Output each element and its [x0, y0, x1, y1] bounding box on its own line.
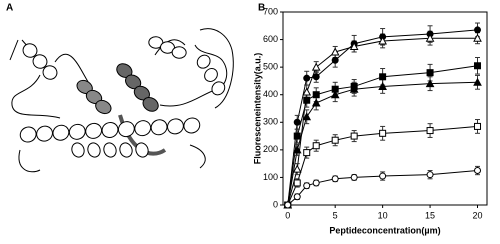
marker: [292, 145, 302, 154]
marker: [378, 36, 387, 45]
marker: [312, 142, 320, 150]
marker: [312, 73, 320, 81]
marker: [379, 172, 387, 180]
marker: [425, 33, 435, 42]
marker: [425, 79, 435, 88]
helix-turn: [150, 119, 168, 136]
marker: [378, 81, 387, 90]
marker: [331, 136, 339, 144]
protein-ribbon: [9, 28, 234, 173]
helix-turn: [117, 121, 135, 138]
x-tick-label: 10: [378, 210, 388, 220]
marker: [331, 56, 339, 64]
helix-turn: [71, 142, 85, 158]
helix-turn: [135, 142, 149, 158]
marker: [293, 193, 301, 201]
helix-turn: [42, 65, 58, 80]
marker: [350, 173, 358, 181]
marker: [379, 73, 387, 81]
helix-turn: [134, 120, 152, 137]
marker: [330, 90, 340, 99]
marker: [303, 182, 311, 190]
marker: [303, 149, 311, 157]
marker: [426, 127, 434, 135]
marker: [473, 77, 482, 86]
marker: [293, 132, 301, 140]
y-axis-title: Fluoresceneintensity(a.u.): [252, 53, 262, 165]
helix-turn: [95, 99, 112, 115]
helix-turn: [171, 46, 187, 59]
helix-turn: [204, 68, 218, 82]
helix-turn: [211, 81, 226, 96]
helix-turn: [22, 43, 38, 58]
marker: [303, 74, 311, 82]
helix-turn: [87, 142, 101, 158]
x-tick-label: 20: [473, 210, 483, 220]
helix-turn: [103, 142, 117, 158]
marker: [426, 171, 434, 179]
y-tick-label: 500: [263, 62, 278, 72]
marker: [312, 179, 320, 187]
marker: [379, 129, 387, 137]
marker: [349, 41, 359, 50]
helix-turn: [183, 117, 201, 134]
helix-turn: [52, 124, 70, 141]
plot-frame: [282, 11, 488, 206]
helix-turn: [36, 125, 53, 142]
marker: [303, 96, 311, 104]
marker: [312, 91, 320, 99]
helix-turn: [19, 126, 37, 143]
marker: [474, 26, 482, 34]
x-tick-label: 5: [333, 210, 338, 220]
marker: [474, 167, 482, 175]
panel-label: A: [6, 3, 13, 14]
x-tick-label: 0: [285, 210, 290, 220]
marker: [330, 47, 340, 56]
marker: [426, 69, 434, 77]
marker: [350, 132, 358, 140]
helix-turn: [68, 123, 86, 140]
marker: [293, 179, 301, 187]
y-tick-label: 400: [263, 89, 278, 99]
marker: [284, 201, 292, 209]
marker: [331, 175, 339, 183]
y-tick-label: 100: [263, 172, 278, 182]
marker: [292, 164, 302, 173]
y-tick-label: 300: [263, 117, 278, 127]
helix-turn: [142, 96, 159, 112]
marker: [311, 98, 321, 107]
marker: [311, 62, 321, 71]
marker: [349, 84, 359, 93]
helix-turn: [101, 122, 119, 138]
y-tick-label: 200: [263, 144, 278, 154]
marker: [474, 62, 482, 70]
marker: [473, 33, 482, 42]
y-tick-label: 600: [263, 34, 278, 44]
helix-turn: [167, 118, 184, 135]
y-tick-label: 0: [273, 199, 278, 209]
x-axis-title: Peptideconcentration(µm): [329, 225, 440, 235]
x-tick-label: 15: [425, 210, 435, 220]
marker: [293, 118, 301, 126]
helix-turn: [119, 142, 133, 158]
panel-label: B: [258, 3, 265, 14]
helix-turn: [85, 122, 103, 139]
y-tick-label: 700: [263, 6, 278, 16]
helix-turn: [32, 54, 48, 69]
marker: [302, 112, 312, 121]
marker: [474, 122, 482, 130]
helix-turn: [196, 54, 211, 69]
marker: [302, 87, 312, 96]
